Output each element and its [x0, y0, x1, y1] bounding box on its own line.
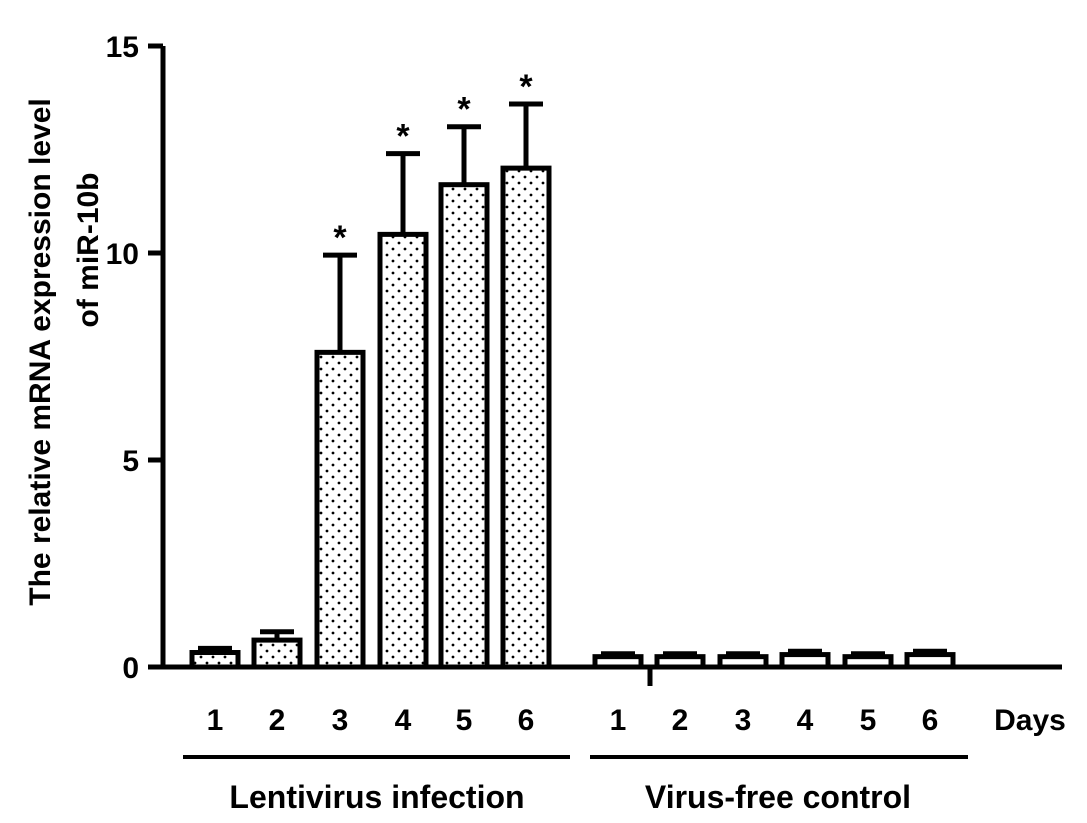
bars: * * * *: [189, 68, 956, 670]
bar: [377, 231, 429, 670]
bar: [251, 637, 303, 670]
significance-marker: *: [457, 91, 471, 129]
group-label: Virus-free control: [645, 779, 911, 815]
bar: [500, 165, 552, 670]
x-tick-label: 2: [269, 704, 286, 737]
x-tick-label: 3: [735, 704, 752, 737]
significance-marker: *: [396, 118, 410, 156]
y-axis-label-line2: of miR-10b: [72, 172, 105, 327]
x-tick-label: 4: [797, 704, 814, 737]
significance-marker: *: [519, 68, 533, 106]
y-tick-label: 5: [122, 445, 139, 478]
y-axis-label-line1: The relative mRNA expression level: [24, 98, 57, 605]
x-unit-label: Days: [994, 704, 1066, 737]
x-tick-label: 5: [456, 704, 473, 737]
x-tick-label: 1: [610, 704, 627, 737]
x-tick-label: 5: [860, 704, 877, 737]
x-tick-label: 1: [207, 704, 224, 737]
bar: [438, 182, 490, 670]
y-tick-label: 10: [106, 238, 139, 271]
x-tick-label: 4: [395, 704, 412, 737]
y-axis: 0 5 10 15: [106, 31, 166, 685]
x-axis: 1 2 3 4 5 6 Lentivirus infection 1 2 3 4 5 6 Virus-fr…: [161, 664, 1062, 815]
y-tick-label: 15: [106, 31, 139, 64]
group-label: Lentivirus infection: [229, 779, 524, 815]
x-tick-label: 2: [672, 704, 689, 737]
x-tick-label: 6: [518, 704, 535, 737]
bar: [314, 349, 366, 670]
significance-marker: *: [333, 219, 347, 257]
y-tick-label: 0: [122, 652, 139, 685]
x-tick-label: 3: [332, 704, 349, 737]
y-axis-label: The relative mRNA expression level of mi…: [24, 98, 105, 605]
x-tick-label: 6: [922, 704, 939, 737]
